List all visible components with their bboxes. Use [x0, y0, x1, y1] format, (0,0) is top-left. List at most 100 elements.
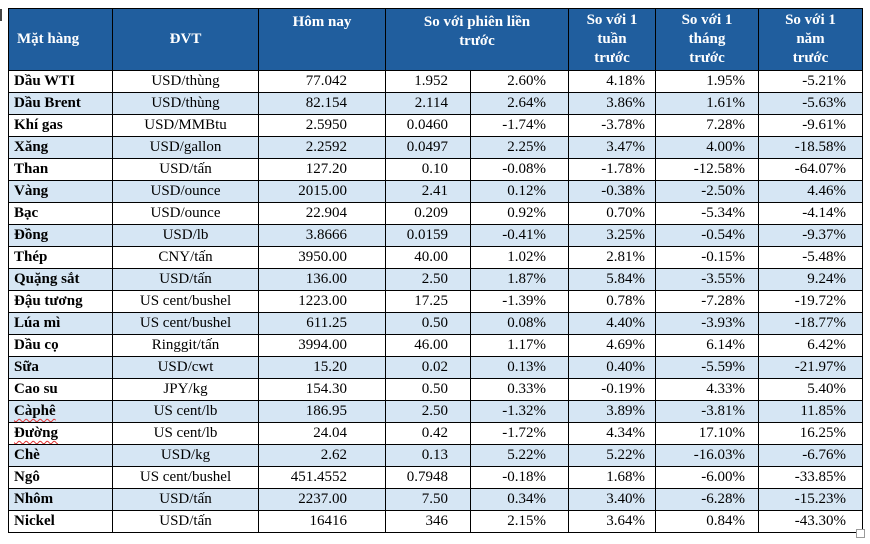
today-price-cell: 2.62	[258, 444, 386, 467]
change-vs-prev-session-cell: 1.952	[385, 70, 471, 93]
commodity-cell: Đường	[8, 422, 113, 445]
commodity-cell: Sữa	[8, 356, 113, 379]
header-row: Mặt hàng ĐVT Hôm nay So với phiên liền t…	[8, 8, 864, 71]
pct-vs-1-month-cell: 4.33%	[655, 378, 760, 401]
change-vs-prev-session-cell: 0.0460	[385, 114, 471, 137]
change-pct-vs-prev-session-cell: 0.12%	[469, 180, 570, 203]
commodity-cell: Nickel	[8, 510, 113, 533]
pct-vs-1-year-cell: -5.21%	[758, 70, 864, 93]
pct-vs-1-week-cell: 4.69%	[568, 334, 657, 357]
today-price-cell: 82.154	[258, 92, 386, 115]
table-row: Dầu WTI USD/thùng 77.042 1.952 2.60% 4.1…	[8, 70, 864, 93]
pct-vs-1-week-cell: 5.84%	[568, 268, 657, 291]
unit-cell: USD/MMBtu	[112, 114, 259, 137]
unit-cell: Ringgit/tấn	[112, 334, 259, 357]
change-vs-prev-session-cell: 0.0497	[385, 136, 471, 159]
pct-vs-1-week-cell: 5.22%	[568, 444, 657, 467]
header-today: Hôm nay	[258, 8, 386, 71]
change-vs-prev-session-cell: 0.7948	[385, 466, 471, 489]
table-row: Nickel USD/tấn 16416 346 2.15% 3.64% 0.8…	[8, 510, 864, 533]
commodity-cell: Đồng	[8, 224, 113, 247]
unit-cell: US cent/lb	[112, 400, 259, 423]
change-vs-prev-session-cell: 2.41	[385, 180, 471, 203]
pct-vs-1-year-cell: -6.76%	[758, 444, 864, 467]
change-pct-vs-prev-session-cell: -1.74%	[469, 114, 570, 137]
pct-vs-1-month-cell: -0.54%	[655, 224, 760, 247]
table-row: Xăng USD/gallon 2.2592 0.0497 2.25% 3.47…	[8, 136, 864, 159]
today-price-cell: 24.04	[258, 422, 386, 445]
table-resize-handle[interactable]	[856, 529, 865, 538]
pct-vs-1-month-cell: 4.00%	[655, 136, 760, 159]
table-row: Vàng USD/ounce 2015.00 2.41 0.12% -0.38%…	[8, 180, 864, 203]
pct-vs-1-week-cell: 3.47%	[568, 136, 657, 159]
pct-vs-1-year-cell: 5.40%	[758, 378, 864, 401]
pct-vs-1-month-cell: -6.28%	[655, 488, 760, 511]
today-price-cell: 186.95	[258, 400, 386, 423]
change-vs-prev-session-cell: 0.50	[385, 312, 471, 335]
change-vs-prev-session-cell: 46.00	[385, 334, 471, 357]
unit-cell: USD/kg	[112, 444, 259, 467]
pct-vs-1-week-cell: 4.34%	[568, 422, 657, 445]
pct-vs-1-year-cell: 9.24%	[758, 268, 864, 291]
header-vs-1-week: So với 1 tuần trước	[568, 8, 657, 71]
change-pct-vs-prev-session-cell: 0.08%	[469, 312, 570, 335]
commodity-cell: Đậu tương	[8, 290, 113, 313]
table-row: Bạc USD/ounce 22.904 0.209 0.92% 0.70% -…	[8, 202, 864, 225]
today-price-cell: 2237.00	[258, 488, 386, 511]
pct-vs-1-year-cell: -4.14%	[758, 202, 864, 225]
change-vs-prev-session-cell: 0.10	[385, 158, 471, 181]
pct-vs-1-week-cell: -0.38%	[568, 180, 657, 203]
commodity-cell: Ngô	[8, 466, 113, 489]
change-pct-vs-prev-session-cell: 2.64%	[469, 92, 570, 115]
pct-vs-1-year-cell: -9.61%	[758, 114, 864, 137]
commodity-cell: Vàng	[8, 180, 113, 203]
change-vs-prev-session-cell: 0.209	[385, 202, 471, 225]
table-row: Chè USD/kg 2.62 0.13 5.22% 5.22% -16.03%…	[8, 444, 864, 467]
pct-vs-1-month-cell: -7.28%	[655, 290, 760, 313]
pct-vs-1-year-cell: -33.85%	[758, 466, 864, 489]
pct-vs-1-week-cell: 4.18%	[568, 70, 657, 93]
pct-vs-1-week-cell: -3.78%	[568, 114, 657, 137]
today-price-cell: 154.30	[258, 378, 386, 401]
commodities-table: Mặt hàng ĐVT Hôm nay So với phiên liền t…	[8, 8, 864, 533]
table-header: Mặt hàng ĐVT Hôm nay So với phiên liền t…	[8, 8, 864, 71]
table-row: Quặng sắt USD/tấn 136.00 2.50 1.87% 5.84…	[8, 268, 864, 291]
table-row: Nhôm USD/tấn 2237.00 7.50 0.34% 3.40% -6…	[8, 488, 864, 511]
change-pct-vs-prev-session-cell: 2.25%	[469, 136, 570, 159]
today-price-cell: 1223.00	[258, 290, 386, 313]
pct-vs-1-month-cell: -3.81%	[655, 400, 760, 423]
pct-vs-1-month-cell: -16.03%	[655, 444, 760, 467]
change-pct-vs-prev-session-cell: 0.33%	[469, 378, 570, 401]
pct-vs-1-week-cell: 3.64%	[568, 510, 657, 533]
change-pct-vs-prev-session-cell: 0.34%	[469, 488, 570, 511]
pct-vs-1-week-cell: 3.40%	[568, 488, 657, 511]
today-price-cell: 3.8666	[258, 224, 386, 247]
pct-vs-1-month-cell: 1.95%	[655, 70, 760, 93]
table-row: Khí gas USD/MMBtu 2.5950 0.0460 -1.74% -…	[8, 114, 864, 137]
change-vs-prev-session-cell: 0.50	[385, 378, 471, 401]
pct-vs-1-month-cell: 7.28%	[655, 114, 760, 137]
table-row: Cao su JPY/kg 154.30 0.50 0.33% -0.19% 4…	[8, 378, 864, 401]
pct-vs-1-month-cell: -3.55%	[655, 268, 760, 291]
pct-vs-1-week-cell: 4.40%	[568, 312, 657, 335]
today-price-cell: 2.5950	[258, 114, 386, 137]
today-price-cell: 136.00	[258, 268, 386, 291]
commodity-cell: Khí gas	[8, 114, 113, 137]
change-vs-prev-session-cell: 2.50	[385, 400, 471, 423]
pct-vs-1-month-cell: -5.59%	[655, 356, 760, 379]
pct-vs-1-month-cell: -12.58%	[655, 158, 760, 181]
pct-vs-1-month-cell: 6.14%	[655, 334, 760, 357]
header-commodity: Mặt hàng	[8, 8, 113, 71]
header-unit: ĐVT	[112, 8, 259, 71]
change-pct-vs-prev-session-cell: -0.08%	[469, 158, 570, 181]
pct-vs-1-week-cell: -0.19%	[568, 378, 657, 401]
commodity-cell: Thép	[8, 246, 113, 269]
pct-vs-1-year-cell: -21.97%	[758, 356, 864, 379]
pct-vs-1-week-cell: 1.68%	[568, 466, 657, 489]
pct-vs-1-month-cell: 17.10%	[655, 422, 760, 445]
pct-vs-1-year-cell: 4.46%	[758, 180, 864, 203]
unit-cell: USD/thùng	[112, 92, 259, 115]
unit-cell: USD/tấn	[112, 268, 259, 291]
table-row: Sữa USD/cwt 15.20 0.02 0.13% 0.40% -5.59…	[8, 356, 864, 379]
change-vs-prev-session-cell: 40.00	[385, 246, 471, 269]
